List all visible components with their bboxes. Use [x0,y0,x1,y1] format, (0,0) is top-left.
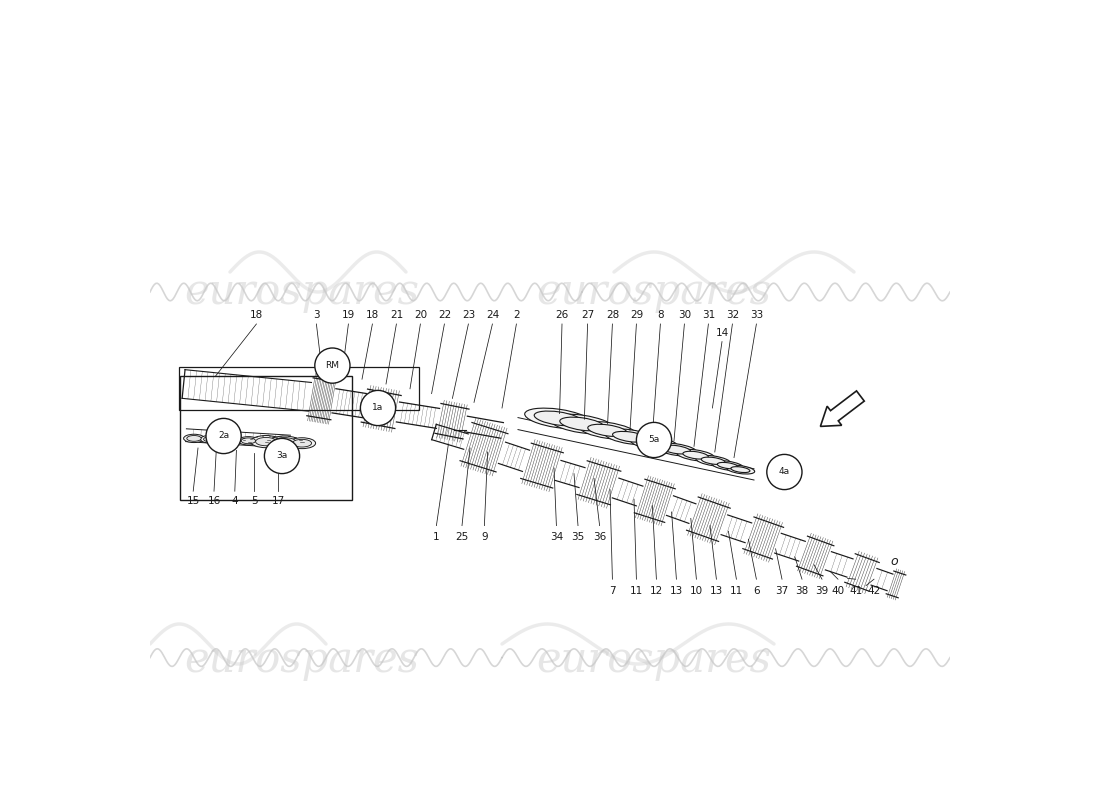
Ellipse shape [273,438,296,447]
Ellipse shape [217,435,243,445]
Text: 11: 11 [729,586,743,595]
Text: 38: 38 [795,586,808,595]
Text: 21: 21 [389,310,403,320]
Text: 35: 35 [571,532,584,542]
Text: 23: 23 [462,310,475,320]
Ellipse shape [717,462,738,469]
Text: 41: 41 [849,586,862,595]
Ellipse shape [187,435,201,442]
Ellipse shape [662,445,691,454]
Text: 5: 5 [251,496,257,506]
Text: 24: 24 [486,310,499,320]
Ellipse shape [288,438,316,449]
Bar [180,376,352,500]
Text: 3a: 3a [276,451,287,461]
Text: 22: 22 [438,310,451,320]
Text: 42: 42 [868,586,881,595]
Text: 2: 2 [513,310,519,320]
Circle shape [264,438,299,474]
Text: o: o [890,555,898,568]
Text: 1: 1 [433,532,440,542]
Text: 18: 18 [250,310,263,320]
Text: 7: 7 [609,586,616,595]
Ellipse shape [656,443,697,456]
Text: 25: 25 [455,532,469,542]
Ellipse shape [200,435,220,443]
Text: 1a: 1a [373,403,384,413]
Ellipse shape [204,437,217,442]
Text: 13: 13 [710,586,723,595]
Text: 30: 30 [678,310,691,320]
Text: 34: 34 [550,532,563,542]
Text: 4a: 4a [779,467,790,477]
Ellipse shape [255,438,276,446]
FancyArrow shape [821,391,865,426]
Text: 36: 36 [593,532,606,542]
Ellipse shape [525,408,592,429]
Text: 20: 20 [414,310,427,320]
Text: 17: 17 [272,496,285,506]
Ellipse shape [696,455,730,466]
Ellipse shape [221,437,239,443]
Text: 28: 28 [606,310,619,320]
Ellipse shape [712,461,744,470]
Ellipse shape [238,437,258,445]
Text: 12: 12 [650,586,663,595]
Circle shape [361,390,396,426]
Text: 37: 37 [776,586,789,595]
Text: 9: 9 [481,532,487,542]
Text: 14: 14 [715,328,728,338]
Circle shape [206,418,241,454]
Text: eurospares: eurospares [537,639,771,681]
Text: 18: 18 [366,310,379,320]
Ellipse shape [560,417,604,431]
Text: 15: 15 [187,496,200,506]
Ellipse shape [550,414,614,434]
Text: 27: 27 [581,310,594,320]
Text: 16: 16 [208,496,221,506]
Circle shape [637,422,672,458]
Circle shape [767,454,802,490]
Text: 29: 29 [630,310,644,320]
Ellipse shape [726,465,755,474]
Text: 4: 4 [231,496,238,506]
Ellipse shape [293,439,311,447]
Text: 11: 11 [630,586,644,595]
Ellipse shape [638,438,670,448]
Ellipse shape [535,411,582,426]
Ellipse shape [730,466,750,473]
Bar [179,367,419,410]
Circle shape [315,348,350,383]
Text: 6: 6 [754,586,760,595]
Ellipse shape [630,436,678,450]
Text: 40: 40 [832,586,845,595]
Text: 3: 3 [314,310,320,320]
Text: 26: 26 [556,310,569,320]
Ellipse shape [241,438,255,444]
Text: 2a: 2a [218,431,229,441]
Ellipse shape [251,435,282,448]
Ellipse shape [579,422,636,439]
Text: 33: 33 [750,310,763,320]
Text: eurospares: eurospares [537,271,771,313]
Text: 5a: 5a [648,435,660,445]
Ellipse shape [587,424,627,437]
Text: 31: 31 [702,310,715,320]
Ellipse shape [676,450,715,461]
Text: 10: 10 [690,586,703,595]
Ellipse shape [184,434,205,442]
Text: eurospares: eurospares [185,271,419,313]
Text: 39: 39 [815,586,828,595]
Text: RM: RM [326,361,340,370]
Text: 13: 13 [670,586,683,595]
Ellipse shape [683,451,708,459]
Ellipse shape [702,457,725,465]
Text: 8: 8 [657,310,663,320]
Text: 19: 19 [342,310,355,320]
Ellipse shape [613,431,648,442]
Ellipse shape [605,429,656,445]
Ellipse shape [268,436,300,449]
Text: eurospares: eurospares [185,639,419,681]
Text: 32: 32 [726,310,739,320]
